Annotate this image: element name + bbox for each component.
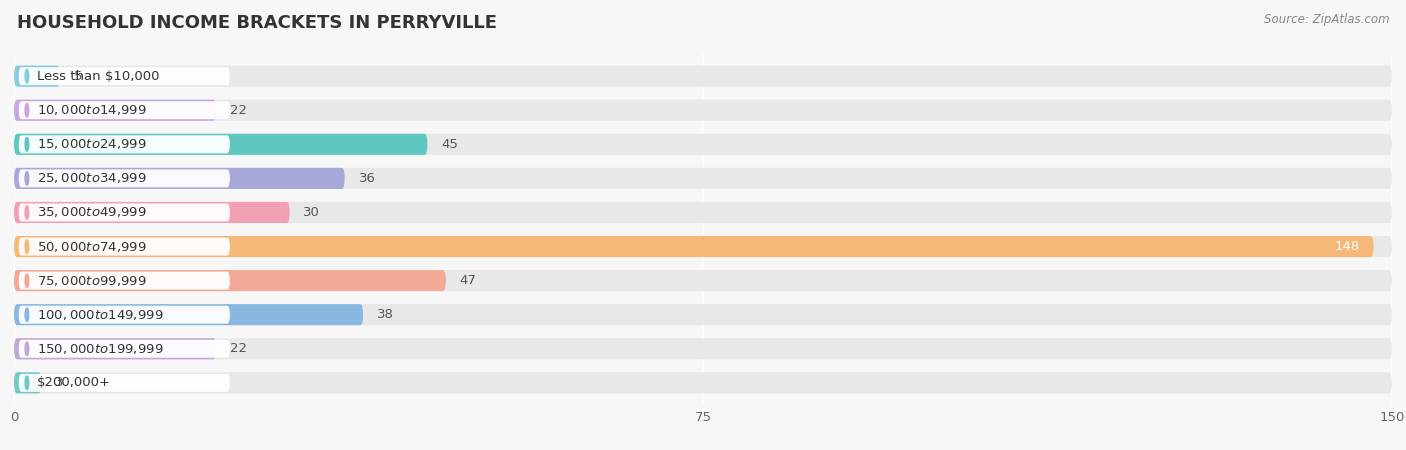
Text: 22: 22 (231, 104, 247, 117)
Text: 5: 5 (73, 70, 83, 83)
FancyBboxPatch shape (14, 66, 1392, 87)
Text: Source: ZipAtlas.com: Source: ZipAtlas.com (1264, 14, 1389, 27)
Circle shape (25, 206, 28, 219)
Text: 47: 47 (460, 274, 477, 287)
FancyBboxPatch shape (14, 304, 363, 325)
FancyBboxPatch shape (14, 202, 290, 223)
Circle shape (25, 69, 28, 83)
FancyBboxPatch shape (18, 67, 231, 85)
FancyBboxPatch shape (14, 168, 1392, 189)
Text: $200,000+: $200,000+ (37, 376, 111, 389)
FancyBboxPatch shape (14, 236, 1392, 257)
FancyBboxPatch shape (14, 134, 1392, 155)
FancyBboxPatch shape (14, 66, 60, 87)
Circle shape (25, 274, 28, 288)
Text: $150,000 to $199,999: $150,000 to $199,999 (37, 342, 163, 356)
FancyBboxPatch shape (14, 99, 1392, 121)
FancyBboxPatch shape (18, 238, 231, 256)
Text: 22: 22 (231, 342, 247, 355)
FancyBboxPatch shape (14, 338, 1392, 360)
Text: $10,000 to $14,999: $10,000 to $14,999 (37, 103, 146, 117)
FancyBboxPatch shape (18, 272, 231, 290)
Text: 45: 45 (441, 138, 458, 151)
Circle shape (25, 104, 28, 117)
Text: Less than $10,000: Less than $10,000 (37, 70, 159, 83)
Circle shape (25, 240, 28, 253)
FancyBboxPatch shape (14, 168, 344, 189)
FancyBboxPatch shape (18, 306, 231, 324)
Circle shape (25, 376, 28, 390)
Circle shape (25, 308, 28, 321)
FancyBboxPatch shape (14, 134, 427, 155)
Circle shape (25, 171, 28, 185)
Text: 3: 3 (55, 376, 63, 389)
FancyBboxPatch shape (18, 101, 231, 119)
FancyBboxPatch shape (14, 236, 1374, 257)
FancyBboxPatch shape (18, 169, 231, 187)
FancyBboxPatch shape (14, 338, 217, 360)
Text: 36: 36 (359, 172, 375, 185)
FancyBboxPatch shape (18, 374, 231, 392)
Text: 38: 38 (377, 308, 394, 321)
FancyBboxPatch shape (18, 340, 231, 358)
Text: 30: 30 (304, 206, 321, 219)
FancyBboxPatch shape (14, 372, 1392, 393)
Text: 148: 148 (1334, 240, 1360, 253)
Circle shape (25, 342, 28, 356)
FancyBboxPatch shape (18, 203, 231, 221)
FancyBboxPatch shape (14, 270, 446, 291)
FancyBboxPatch shape (14, 270, 1392, 291)
Text: $100,000 to $149,999: $100,000 to $149,999 (37, 308, 163, 322)
FancyBboxPatch shape (14, 99, 217, 121)
Text: HOUSEHOLD INCOME BRACKETS IN PERRYVILLE: HOUSEHOLD INCOME BRACKETS IN PERRYVILLE (17, 14, 496, 32)
FancyBboxPatch shape (14, 304, 1392, 325)
Text: $35,000 to $49,999: $35,000 to $49,999 (37, 206, 146, 220)
Circle shape (25, 138, 28, 151)
Text: $25,000 to $34,999: $25,000 to $34,999 (37, 171, 146, 185)
FancyBboxPatch shape (14, 202, 1392, 223)
FancyBboxPatch shape (14, 372, 42, 393)
Text: $50,000 to $74,999: $50,000 to $74,999 (37, 239, 146, 253)
Text: $75,000 to $99,999: $75,000 to $99,999 (37, 274, 146, 288)
FancyBboxPatch shape (18, 135, 231, 153)
Text: $15,000 to $24,999: $15,000 to $24,999 (37, 137, 146, 151)
